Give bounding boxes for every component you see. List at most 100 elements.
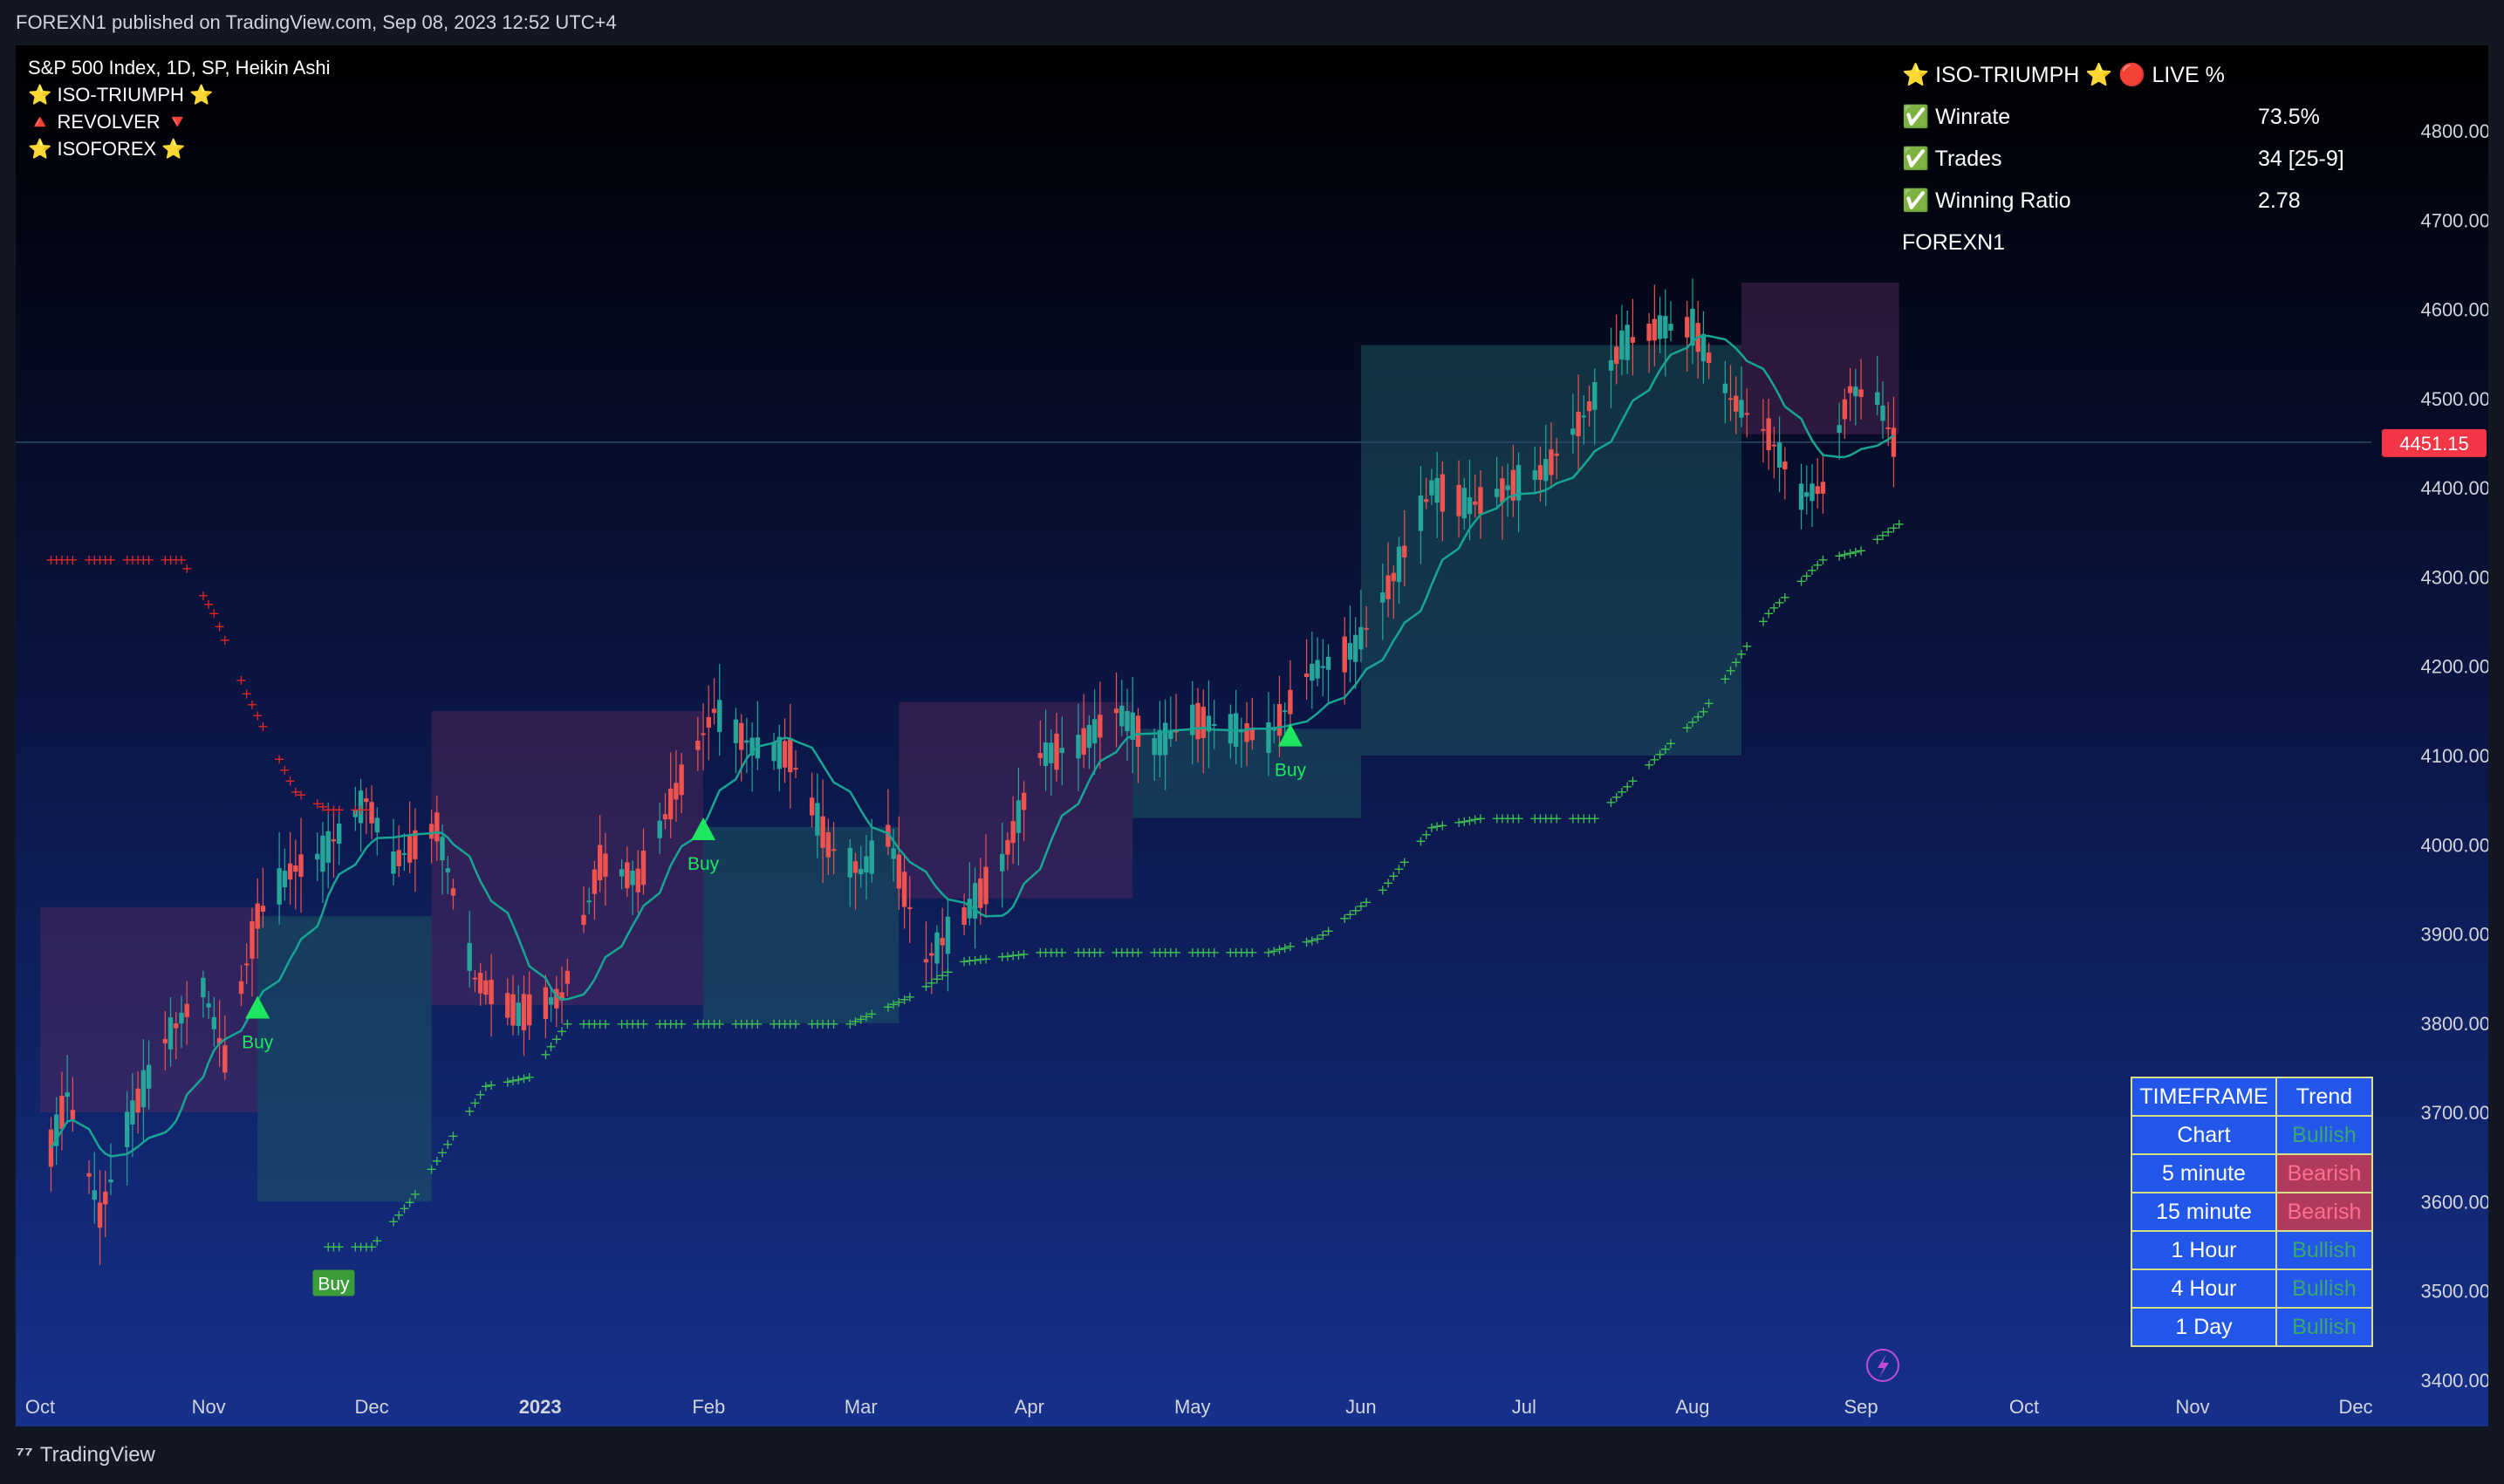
support-trail-mark: + [942, 964, 954, 981]
candle [86, 1173, 92, 1177]
support-trail-mark: + [1165, 944, 1176, 961]
timeframe-cell: 4 Hour [2131, 1269, 2277, 1309]
candle [70, 1110, 76, 1120]
support-trail-mark: + [1127, 944, 1139, 961]
candle [771, 742, 777, 762]
candle [1554, 453, 1559, 456]
x-tick-label: Mar [845, 1396, 878, 1418]
trend-cell: Bullish [2275, 1115, 2373, 1155]
candle [293, 865, 298, 872]
resistance-trail-mark: + [197, 587, 209, 604]
resistance-trail-mark: + [236, 672, 247, 688]
candle [1440, 474, 1446, 512]
candle [640, 851, 647, 886]
support-trail-mark: + [409, 1186, 421, 1202]
candle [298, 854, 304, 878]
candle [336, 823, 342, 845]
candle [53, 1114, 59, 1146]
timeframe-cell: 1 Hour [2131, 1230, 2277, 1270]
candle [1456, 484, 1461, 516]
support-trail-mark: + [540, 1046, 551, 1063]
support-trail-mark: + [1007, 947, 1018, 964]
indicator-revolver[interactable]: 🔺 REVOLVER 🔻 [28, 111, 190, 133]
resistance-trail-mark: + [105, 551, 116, 568]
resistance-trail-mark: + [67, 551, 79, 568]
chart-legend: S&P 500 Index, 1D, SP, Heikin Ashi ⭐ ISO… [28, 54, 331, 162]
support-trail-mark: + [1377, 881, 1388, 898]
x-tick-label: May [1174, 1396, 1211, 1418]
lightning-icon [1866, 1349, 1899, 1382]
candle [1352, 634, 1358, 662]
support-trail-mark: + [893, 994, 905, 1010]
support-trail-mark: + [926, 975, 937, 991]
candle [1043, 742, 1049, 767]
header-timeframe: TIMEFRAME [2131, 1077, 2277, 1117]
candle [510, 994, 516, 1026]
candle [1734, 395, 1739, 412]
support-trail-mark: + [1855, 543, 1866, 559]
support-trail-mark: + [730, 1016, 742, 1032]
candle [674, 783, 679, 800]
support-trail-mark: + [1681, 719, 1693, 735]
resistance-trail-mark: + [279, 762, 291, 778]
footer-brand[interactable]: TradingView [39, 1443, 155, 1467]
candle [1652, 318, 1658, 341]
resistance-trail-mark: + [94, 551, 106, 568]
candle [1581, 415, 1587, 418]
candle [1288, 689, 1293, 715]
candle [244, 963, 250, 966]
support-trail-mark: + [975, 951, 986, 968]
candle [1249, 727, 1255, 741]
tradingview-logo-icon[interactable]: ⁷⁷ [16, 1443, 33, 1467]
chart-area[interactable]: + + + + + + + + + + + + + + + + + + + + + + + + + + + + + + + + + + + + + + + +… [16, 45, 2488, 1426]
timeframe-cell: 1 Day [2131, 1307, 2277, 1347]
support-trail-mark: + [1279, 940, 1290, 956]
resistance-trail-mark: + [214, 619, 225, 635]
y-tick-label: 4300.00 [2420, 566, 2488, 588]
support-trail-mark: + [1801, 567, 1812, 584]
support-trail-mark: + [448, 1127, 459, 1144]
candle [1168, 731, 1173, 739]
support-trail-mark: + [1311, 931, 1323, 947]
support-trail-mark: + [1665, 735, 1676, 752]
candle [1619, 330, 1625, 360]
support-trail-mark: + [328, 1239, 339, 1255]
candle [1157, 730, 1163, 756]
support-trail-mark: + [475, 1086, 486, 1103]
support-trail-mark: + [1344, 906, 1356, 923]
candle [250, 920, 255, 959]
support-trail-mark: + [1469, 811, 1481, 828]
y-tick-label: 4500.00 [2420, 388, 2488, 410]
indicator-isoforex[interactable]: ⭐ ISOFOREX ⭐ [28, 138, 186, 160]
support-trail-mark: + [1388, 868, 1399, 885]
support-trail-mark: + [1817, 551, 1829, 568]
candle [445, 868, 450, 872]
table-row: Chart Bullish [2131, 1115, 2373, 1155]
candle [1000, 853, 1005, 872]
support-trail-mark: + [811, 1016, 823, 1032]
y-tick-label: 4000.00 [2420, 834, 2488, 856]
candle [222, 1045, 228, 1073]
support-trail-mark: + [502, 1073, 513, 1090]
support-trail-mark: + [578, 1016, 589, 1032]
candle [1266, 721, 1271, 754]
indicator-iso-triumph[interactable]: ⭐ ISO-TRIUMPH ⭐ [28, 84, 214, 106]
support-trail-mark: + [1762, 605, 1774, 621]
support-trail-mark: + [1339, 910, 1351, 927]
candle [277, 868, 282, 905]
candle [1847, 386, 1853, 393]
support-trail-mark: + [1306, 932, 1317, 948]
x-tick-label: Aug [1675, 1396, 1709, 1418]
candle [1125, 710, 1130, 732]
support-trail-mark: + [1208, 944, 1220, 961]
candle [374, 817, 380, 833]
support-trail-mark: + [480, 1077, 491, 1094]
candle [788, 738, 793, 773]
resistance-trail-mark: + [295, 786, 306, 803]
symbol-title[interactable]: S&P 500 Index, 1D, SP, Heikin Ashi [28, 57, 331, 79]
resistance-trail-mark: + [251, 707, 263, 723]
candle [1037, 753, 1043, 758]
price-chart[interactable]: +++ ++++++++++++++++++++ ++++++++++ +++++ ++… [16, 45, 2488, 1426]
resistance-trail-mark: + [127, 551, 138, 568]
candle [733, 719, 739, 743]
